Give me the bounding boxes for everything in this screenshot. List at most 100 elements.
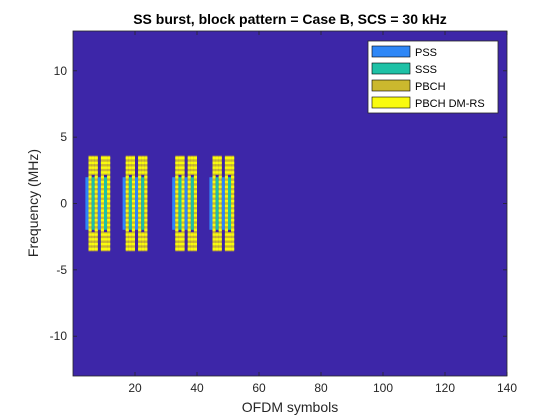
ssb-6-dmrs-3 (193, 238, 197, 241)
ssb-3-dmrs-2-1 (128, 242, 132, 246)
ssb-7-dmrs-3 (218, 223, 222, 227)
ssb-5-dmrs-2-1 (178, 247, 182, 251)
ssb-3-dmrs-3 (131, 171, 135, 174)
ssb-6-dmrs-2-1 (190, 238, 194, 241)
ssb-4-dmrs-2-1 (141, 242, 145, 246)
ssb-8-sss (228, 177, 232, 230)
ssb-7-dmrs-2-2 (215, 156, 219, 160)
ssb-6-dmrs-3 (193, 209, 197, 212)
ssb-3-dmrs-2-2 (128, 161, 132, 165)
ssb-2-pss (97, 177, 101, 230)
ssb-1-dmrs-1 (88, 176, 92, 179)
y-tick-label: 5 (60, 130, 67, 144)
ssb-1-dmrs-1 (88, 209, 92, 212)
ssb-4-dmrs-2-2 (141, 166, 145, 169)
ssb-6-dmrs-3 (193, 195, 197, 198)
ssb-2-dmrs-3 (107, 161, 111, 165)
ssb-8-dmrs-1 (224, 233, 228, 236)
ssb-5-pbch-1 (175, 155, 179, 252)
ssb-6-dmrs-1 (187, 204, 191, 208)
ssb-1-dmrs-3 (94, 238, 98, 241)
ssb-3-pbch-2-2 (128, 155, 132, 175)
ssb-1-dmrs-1 (88, 171, 92, 174)
ssb-6-dmrs-2-1 (190, 233, 194, 236)
ssb-6-dmrs-1 (187, 161, 191, 165)
ssb-4-dmrs-1 (138, 247, 142, 251)
ssb-6-dmrs-1 (187, 214, 191, 217)
ssb-8-dmrs-3 (231, 190, 235, 193)
ssb-3-dmrs-3 (131, 233, 135, 236)
ssb-5-dmrs-2-1 (178, 242, 182, 246)
ssb-1-dmrs-2-2 (91, 161, 95, 165)
ssb-3-dmrs-1 (125, 180, 129, 184)
ssb-4-dmrs-1 (138, 204, 142, 208)
ssb-1-dmrs-3 (94, 185, 98, 188)
ssb-5-dmrs-3 (181, 190, 185, 193)
ssb-6-dmrs-3 (193, 219, 197, 222)
ssb-8-dmrs-1 (224, 161, 228, 165)
ssb-7-dmrs-2-2 (215, 171, 219, 174)
legend-swatch-4 (371, 96, 411, 109)
ssb-2-dmrs-1 (100, 156, 104, 160)
ssb-8-dmrs-1 (224, 247, 228, 251)
ssb-4-dmrs-1 (138, 214, 142, 217)
ssb-7-dmrs-3 (218, 166, 222, 169)
ssb-5-dmrs-2-2 (178, 166, 182, 169)
ssb-1-dmrs-2-2 (91, 171, 95, 174)
ssb-4-sss (141, 177, 145, 230)
ssb-2-dmrs-3 (107, 238, 111, 241)
ssb-6-pbch-2-2 (190, 155, 194, 175)
ssb-4-dmrs-1 (138, 156, 142, 160)
ssb-5-dmrs-1 (175, 180, 179, 184)
ssb-5-dmrs-1 (175, 166, 179, 169)
ssb-3-dmrs-3 (131, 190, 135, 193)
ssb-8-dmrs-2-2 (228, 166, 232, 169)
ssb-1-pbch-1 (88, 155, 92, 252)
ssb-8-dmrs-3 (231, 219, 235, 222)
ssb-4-dmrs-1 (138, 190, 142, 193)
ssb-3-dmrs-3 (131, 219, 135, 222)
ssb-2-dmrs-1 (100, 219, 104, 222)
ssb-2-dmrs-1 (100, 190, 104, 193)
x-tick-label: 60 (252, 381, 266, 395)
ssb-8-dmrs-1 (224, 223, 228, 227)
ssb-2-dmrs-2-1 (104, 238, 108, 241)
ssb-5-dmrs-3 (181, 204, 185, 208)
ssb-4-dmrs-3 (144, 228, 148, 231)
ssb-8-dmrs-2-2 (228, 156, 232, 160)
ssb-8-pbch-3 (231, 155, 235, 252)
ssb-4-dmrs-1 (138, 199, 142, 203)
ssb-1-dmrs-1 (88, 199, 92, 203)
ssb-6-dmrs-3 (193, 190, 197, 193)
ssb-1-dmrs-1 (88, 204, 92, 208)
ssb-7-pbch-2-1 (215, 232, 219, 252)
ssb-2-dmrs-3 (107, 247, 111, 251)
ssb-2-dmrs-1 (100, 228, 104, 231)
ssb-4-dmrs-3 (144, 166, 148, 169)
ssb-5-dmrs-2-1 (178, 233, 182, 236)
ssb-3-dmrs-1 (125, 228, 129, 231)
ssb-4-dmrs-3 (144, 242, 148, 246)
ssb-1-dmrs-3 (94, 247, 98, 251)
ssb-3-dmrs-1 (125, 161, 129, 165)
ssb-8-dmrs-3 (231, 209, 235, 212)
ssb-8-dmrs-1 (224, 214, 228, 217)
ssb-7-dmrs-1 (212, 180, 216, 184)
ssb-8-dmrs-3 (231, 161, 235, 165)
ssb-3-dmrs-1 (125, 209, 129, 212)
ssb-6-pbch-1 (187, 155, 191, 252)
ssb-5-dmrs-2-2 (178, 171, 182, 174)
ssb-2-dmrs-3 (107, 156, 111, 160)
ssb-5-dmrs-3 (181, 247, 185, 251)
ssb-7-dmrs-3 (218, 247, 222, 251)
ssb-2-dmrs-2-1 (104, 242, 108, 246)
ssb-6-dmrs-1 (187, 219, 191, 222)
ssb-2-dmrs-1 (100, 176, 104, 179)
ssb-4-dmrs-2-1 (141, 238, 145, 241)
ssb-8-dmrs-3 (231, 214, 235, 217)
ssb-3-dmrs-3 (131, 228, 135, 231)
ssb-8-dmrs-1 (224, 209, 228, 212)
ssb-3-dmrs-1 (125, 195, 129, 198)
ssb-2-pbch-1 (100, 155, 104, 252)
ssb-4-dmrs-1 (138, 195, 142, 198)
